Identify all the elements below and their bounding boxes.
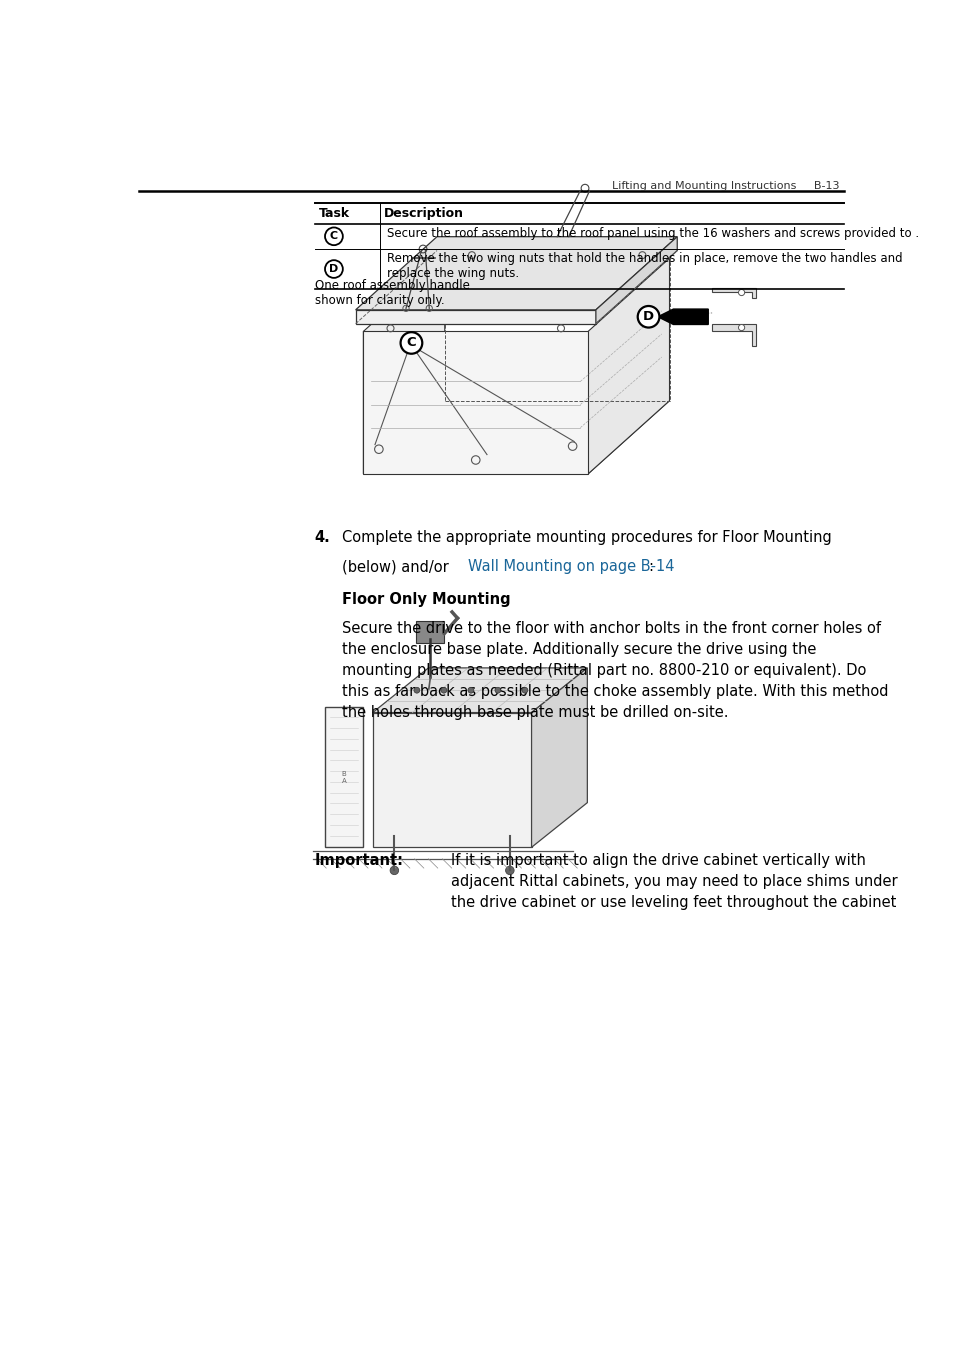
Polygon shape xyxy=(531,668,587,848)
Text: If it is important to align the drive cabinet vertically with
adjacent Rittal ca: If it is important to align the drive ca… xyxy=(451,853,897,910)
Bar xyxy=(324,707,363,848)
Circle shape xyxy=(505,867,514,875)
Polygon shape xyxy=(596,236,677,324)
Text: D: D xyxy=(329,265,338,274)
Circle shape xyxy=(400,332,422,354)
Text: Description: Description xyxy=(384,207,464,220)
Bar xyxy=(416,621,444,643)
FancyArrow shape xyxy=(658,309,707,324)
Text: 4.: 4. xyxy=(314,531,330,545)
Circle shape xyxy=(738,324,744,331)
Text: Wall Mounting on page B-14: Wall Mounting on page B-14 xyxy=(468,559,674,574)
Polygon shape xyxy=(711,324,756,346)
Text: Important:: Important: xyxy=(314,853,403,868)
Circle shape xyxy=(738,289,744,296)
Circle shape xyxy=(468,687,474,693)
Text: C: C xyxy=(330,231,337,242)
Circle shape xyxy=(637,306,659,328)
Text: D: D xyxy=(642,310,654,323)
Polygon shape xyxy=(363,331,587,474)
Text: Lifting and Mounting Instructions     B-13: Lifting and Mounting Instructions B-13 xyxy=(612,181,840,192)
Polygon shape xyxy=(363,258,444,474)
Polygon shape xyxy=(587,258,669,474)
Text: Secure the drive to the floor with anchor bolts in the front corner holes of
the: Secure the drive to the floor with ancho… xyxy=(342,621,888,720)
Polygon shape xyxy=(355,236,677,310)
Text: Task: Task xyxy=(318,207,349,220)
Text: Complete the appropriate mounting procedures for Floor Mounting: Complete the appropriate mounting proced… xyxy=(342,531,831,545)
Polygon shape xyxy=(711,288,756,297)
Text: B
A: B A xyxy=(341,771,346,784)
Text: Secure the roof assembly to the roof panel using the 16 washers and screws provi: Secure the roof assembly to the roof pan… xyxy=(386,227,918,240)
Text: One roof assembly handle
shown for clarity only.: One roof assembly handle shown for clari… xyxy=(314,279,469,306)
Text: :: : xyxy=(647,559,652,574)
Polygon shape xyxy=(355,310,596,324)
Text: Floor Only Mounting: Floor Only Mounting xyxy=(342,591,511,606)
Bar xyxy=(373,713,531,848)
Polygon shape xyxy=(363,401,669,474)
Circle shape xyxy=(390,867,398,875)
Circle shape xyxy=(521,687,527,693)
Polygon shape xyxy=(373,668,587,713)
Text: C: C xyxy=(406,336,416,350)
Circle shape xyxy=(440,687,446,693)
Circle shape xyxy=(495,687,500,693)
Text: Remove the two wing nuts that hold the handles in place, remove the two handles : Remove the two wing nuts that hold the h… xyxy=(386,252,902,279)
Circle shape xyxy=(414,687,419,693)
Text: (below) and/or: (below) and/or xyxy=(342,559,454,574)
